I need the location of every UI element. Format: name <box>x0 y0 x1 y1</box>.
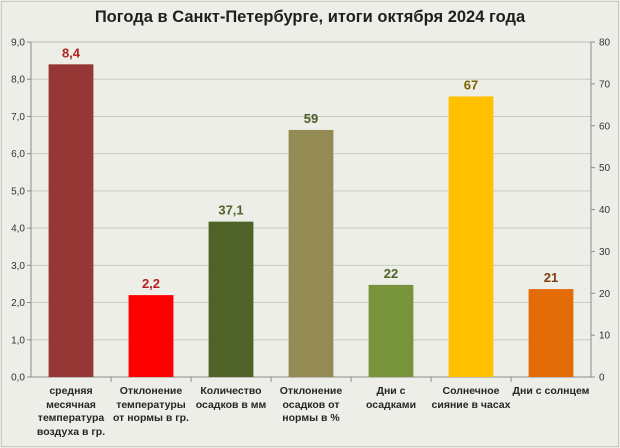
bar <box>448 96 494 377</box>
category-label-line: осадками <box>365 398 417 411</box>
x-axis-category-label: Дни с солнцем <box>511 385 591 399</box>
category-label-line: сияние в часах <box>431 398 511 411</box>
category-label-line: от нормы в гр. <box>113 412 189 424</box>
category-label-line: Отклонение <box>279 385 343 397</box>
right-axis-tick-label: 60 <box>599 121 611 132</box>
bar-value-label: 22 <box>384 266 398 281</box>
bar <box>528 289 574 377</box>
bar-value-label: 8,4 <box>62 45 81 60</box>
bar-value-label: 21 <box>544 270 558 285</box>
right-axis-tick-label: 0 <box>599 373 605 384</box>
left-axis-tick-label: 1,0 <box>11 335 25 346</box>
bar <box>48 64 94 377</box>
bar <box>128 295 174 377</box>
category-label-line: нормы в % <box>282 412 340 424</box>
right-axis-tick-label: 40 <box>599 205 611 216</box>
bar <box>208 221 254 377</box>
category-label-line: Количество <box>200 385 262 397</box>
bar <box>368 284 414 377</box>
left-axis-tick-label: 3,0 <box>11 261 25 272</box>
category-label-line: Отклонение <box>119 385 183 397</box>
left-axis-tick-label: 9,0 <box>11 38 25 49</box>
bar <box>288 129 334 377</box>
category-label-line: Дни с солнцем <box>512 385 590 397</box>
x-axis-category-label: Количество осадков в мм <box>191 385 271 412</box>
bar-value-label: 59 <box>304 111 318 126</box>
x-axis-category-label: Дни с осадками <box>351 385 431 412</box>
category-label-line: Солнечное <box>442 385 500 397</box>
x-axis-category-label: Отклонение температуры от нормы в гр. <box>111 385 191 426</box>
bar-value-label: 37,1 <box>218 203 243 218</box>
right-axis-tick-label: 10 <box>599 331 611 342</box>
category-label-line: воздуха в гр. <box>36 425 106 438</box>
left-axis-tick-label: 4,0 <box>11 224 25 235</box>
left-axis-tick-label: 6,0 <box>11 149 25 160</box>
right-axis-tick-label: 50 <box>599 163 611 174</box>
x-axis-category-label: средняя месячная температура воздуха в гр. <box>31 385 111 439</box>
left-axis-tick-label: 7,0 <box>11 112 25 123</box>
left-axis-tick-label: 0,0 <box>11 373 25 384</box>
right-axis-tick-label: 20 <box>599 289 611 300</box>
category-label-line: температуры <box>116 398 186 411</box>
category-label-line: Дни с <box>376 385 406 397</box>
right-axis-tick-label: 80 <box>599 38 611 49</box>
right-axis-tick-label: 30 <box>599 247 611 258</box>
left-axis-tick-label: 2,0 <box>11 298 25 309</box>
left-axis-tick-label: 8,0 <box>11 75 25 86</box>
bar-value-label: 2,2 <box>142 276 160 291</box>
x-axis-category-label: Солнечное сияние в часах <box>431 385 511 412</box>
x-axis-category-label: Отклонение осадков от нормы в % <box>271 385 351 426</box>
chart-title: Погода в Санкт-Петербурге, итоги октября… <box>94 8 526 26</box>
category-label-line: осадков в мм <box>195 398 267 411</box>
category-label-line: температура <box>37 412 105 424</box>
category-label-line: осадков от <box>282 398 340 411</box>
right-axis-tick-label: 70 <box>599 79 611 90</box>
left-axis-tick-label: 5,0 <box>11 186 25 197</box>
bar-value-label: 67 <box>464 77 478 92</box>
category-label-line: средняя <box>49 385 93 397</box>
category-label-line: месячная <box>46 398 96 411</box>
